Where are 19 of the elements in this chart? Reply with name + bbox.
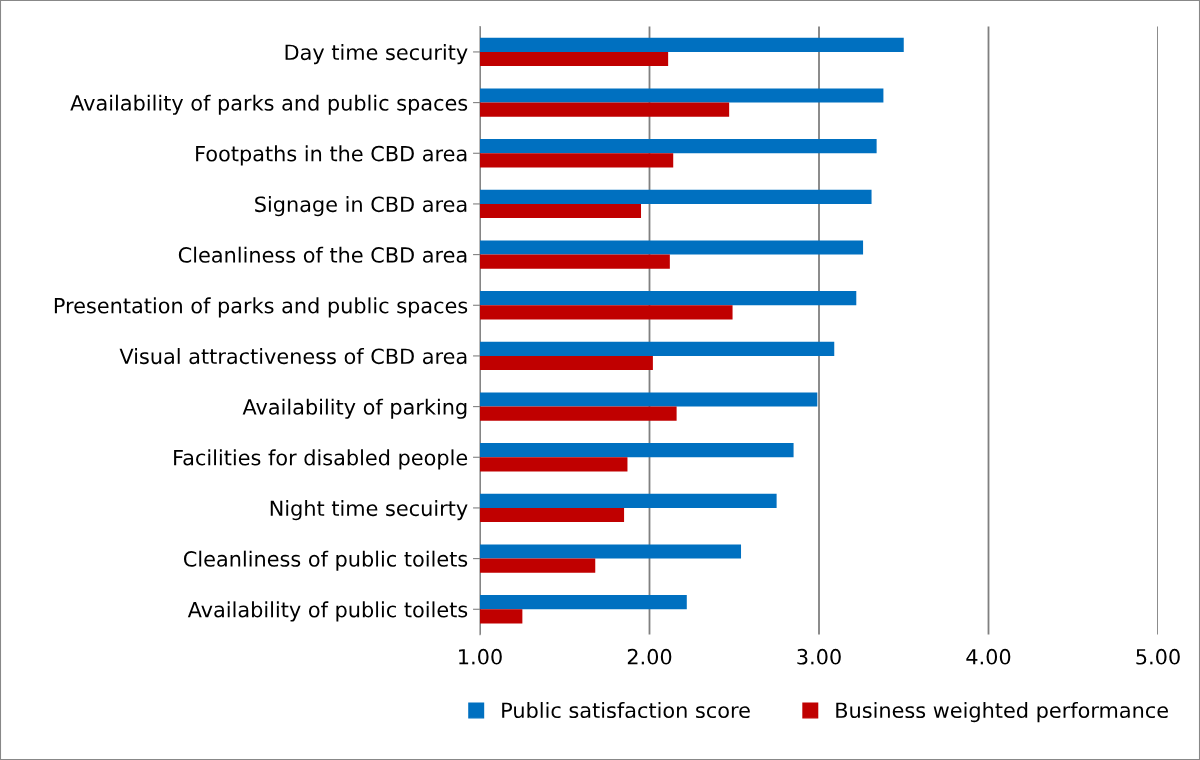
y-tick-label: Cleanliness of the CBD area	[178, 246, 467, 263]
y-tick-label: Cleanliness of public toilets	[183, 550, 468, 571]
y-tick-label: Signage in CBD area	[255, 196, 467, 217]
legend-label: Public satisfaction score	[502, 701, 750, 719]
y-tick-label: Facilities for disabled people	[174, 449, 468, 470]
x-tick-label: 4.00	[966, 648, 1011, 665]
y-tick-label: Day time security	[285, 44, 468, 65]
y-tick-label: Availability of public toilets	[187, 601, 468, 622]
y-tick-label: Footpaths in the CBD area	[196, 145, 467, 166]
legend-label: Business weighted performance	[836, 701, 1168, 723]
y-tick-label: Night time secuirty	[270, 500, 468, 521]
x-tick-label: 3.00	[797, 648, 841, 665]
x-tick-label: 5.00	[1136, 648, 1180, 665]
x-tick-label: 1.00	[459, 648, 502, 665]
y-tick-label: Availability of parks and public spaces	[70, 94, 468, 115]
x-tick-label: 2.00	[627, 648, 672, 665]
y-tick-label: Availability of parking	[242, 398, 467, 419]
y-tick-label: Presentation of parks and public spaces	[54, 297, 468, 318]
y-tick-label: Visual attractiveness of CBD area	[119, 348, 467, 365]
